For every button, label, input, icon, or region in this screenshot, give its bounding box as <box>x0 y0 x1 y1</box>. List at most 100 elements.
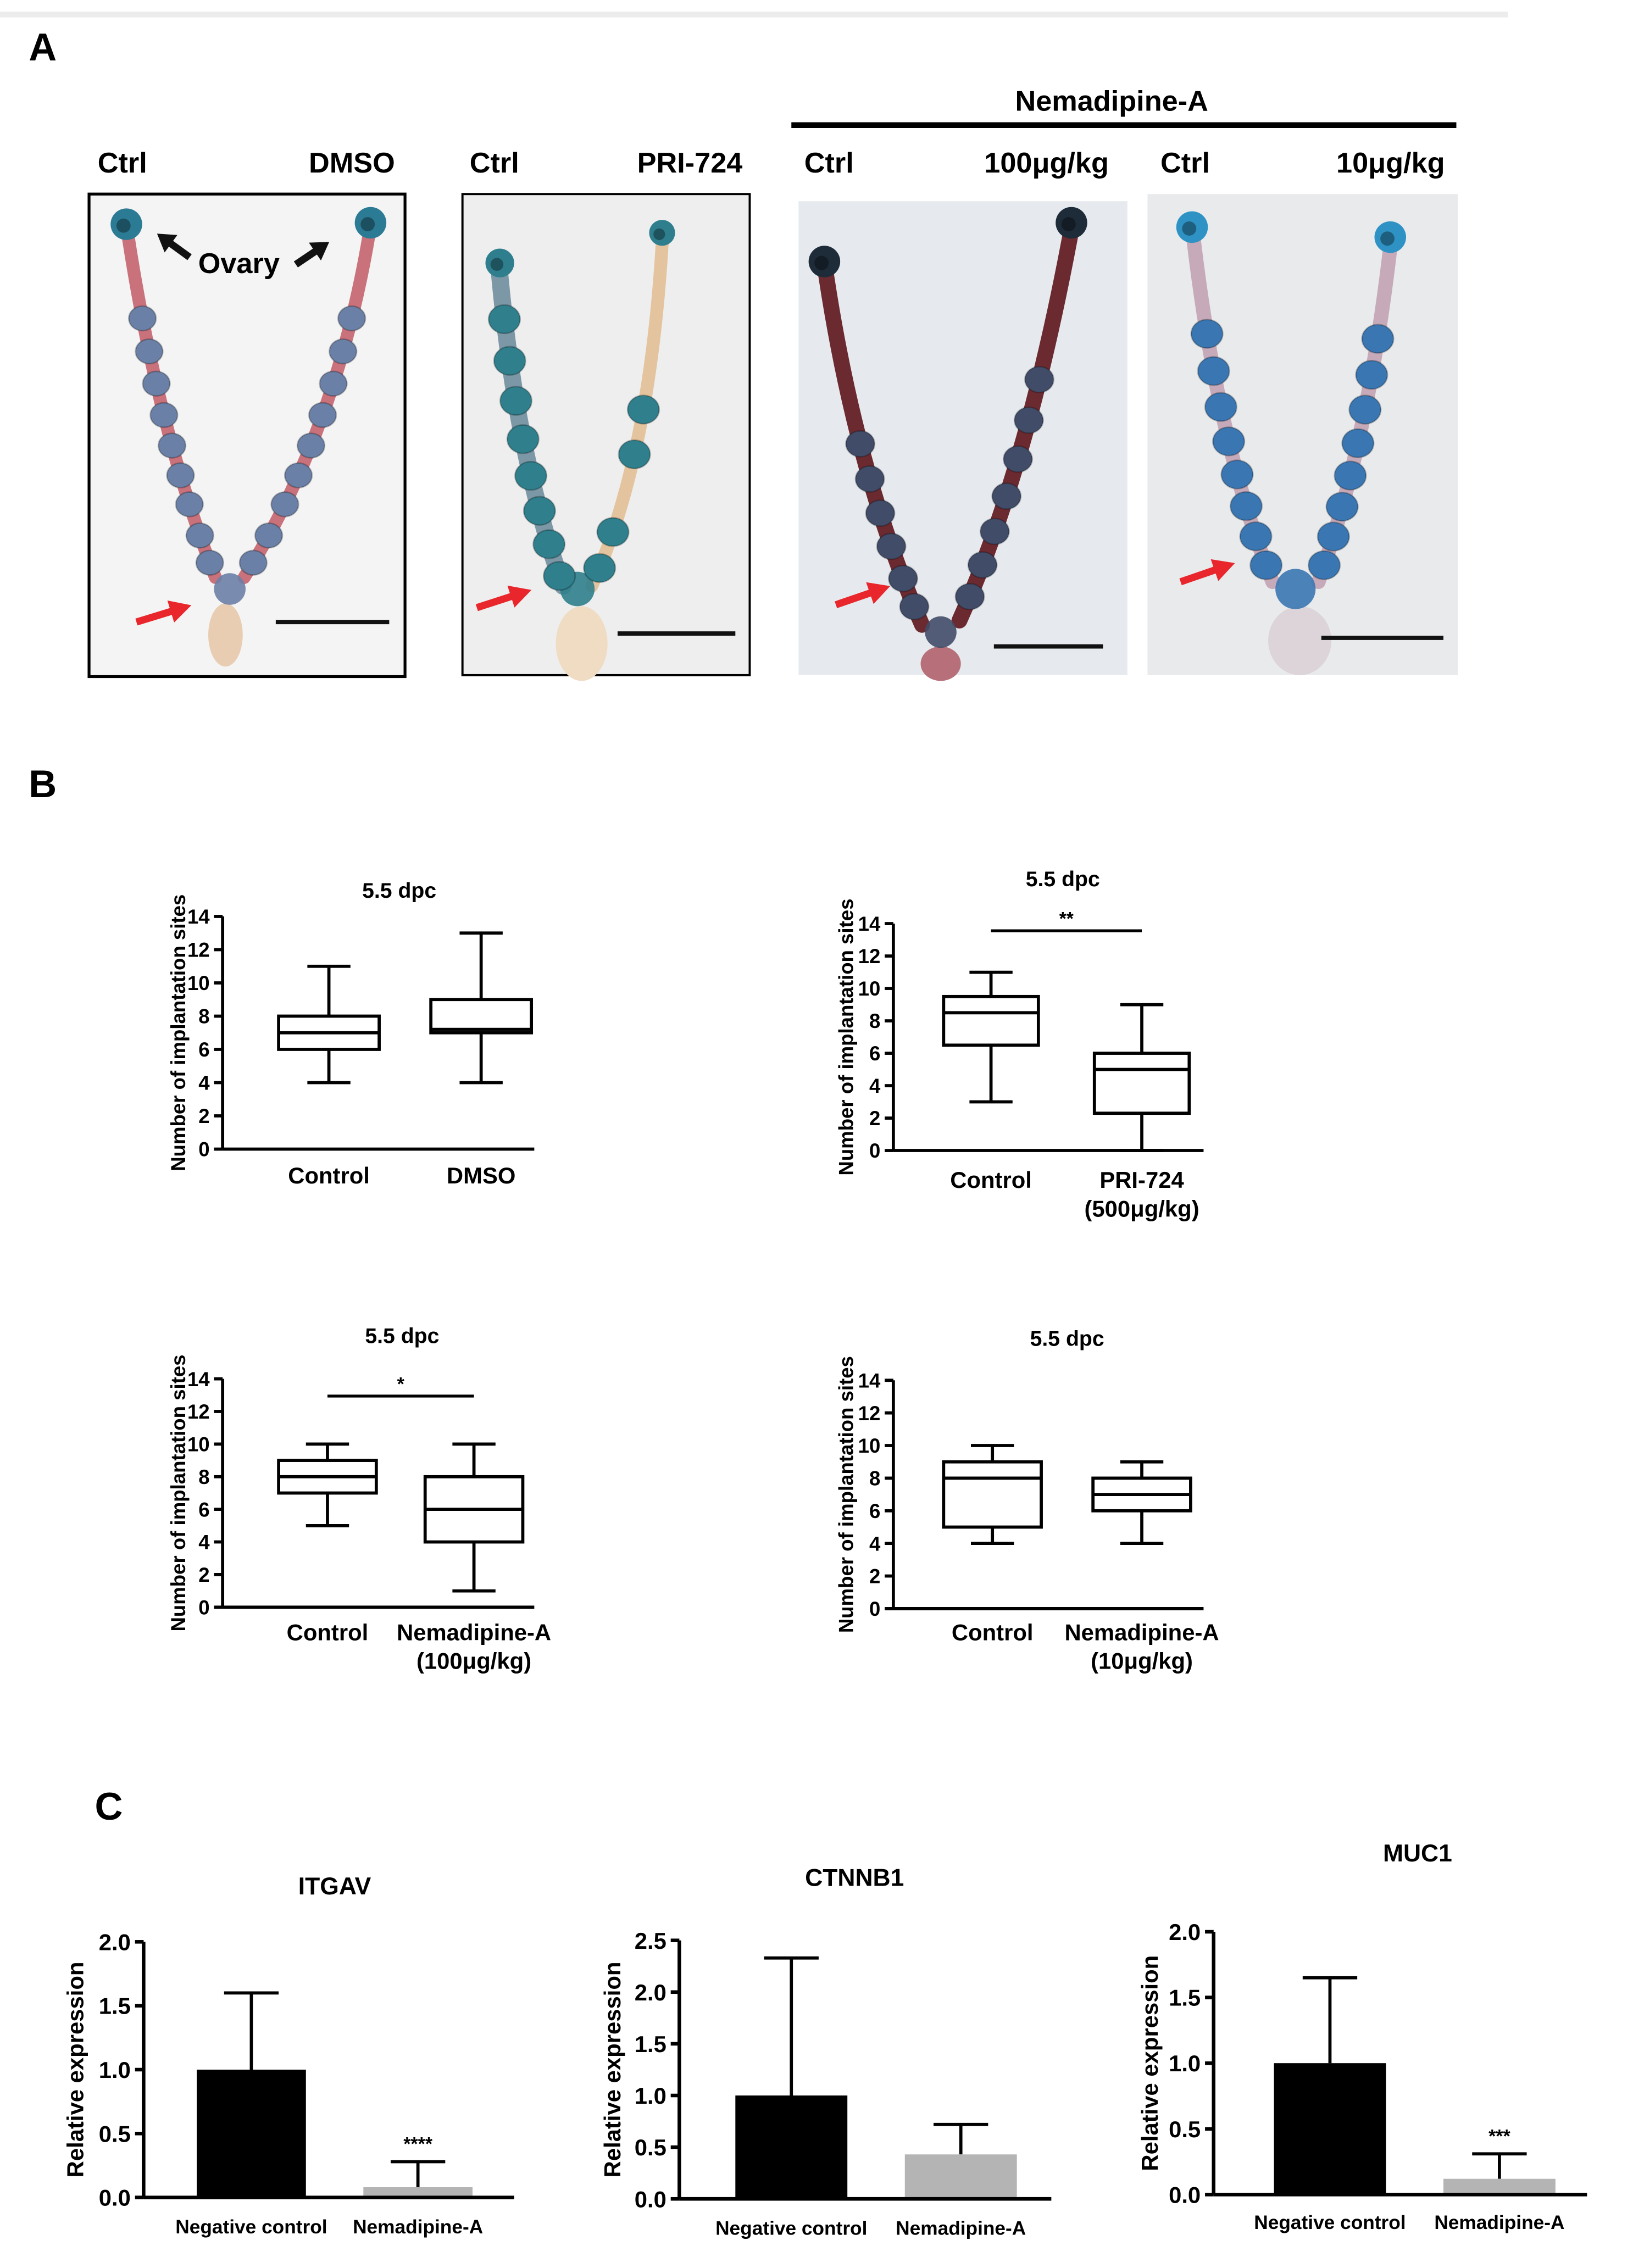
implantation-site <box>1307 550 1341 580</box>
uterus-specimen <box>1176 211 1407 675</box>
implantation-site <box>142 370 171 397</box>
y-tick-label: 2 <box>869 1107 880 1130</box>
y-tick-label: 2 <box>198 1105 209 1127</box>
y-tick-label: 12 <box>858 945 881 968</box>
x-category-dose-label: (100μg/kg) <box>416 1648 531 1674</box>
photo-frame <box>87 192 407 679</box>
implantation-site <box>1229 491 1263 521</box>
ovary <box>485 248 514 277</box>
implantation-site <box>854 465 885 493</box>
implantation-site <box>1197 356 1230 386</box>
significance-label: *** <box>1488 2126 1510 2147</box>
ovary <box>1056 207 1087 239</box>
y-tick-label: 8 <box>198 1466 209 1488</box>
y-tick-label: 12 <box>187 939 210 961</box>
cervix <box>556 606 608 681</box>
x-category-label: Negative control <box>715 2218 867 2239</box>
box-iqr <box>1092 1052 1191 1115</box>
implantation-site <box>523 496 556 526</box>
uterus-photo-nemadipine-100: Ctrl 100μg/kg <box>798 147 1127 681</box>
y-axis-label: Relative expression <box>63 1962 88 2178</box>
y-tick-label: 0.5 <box>1169 2116 1201 2142</box>
ovary-texture <box>360 217 375 232</box>
implantation-site <box>1348 394 1382 425</box>
implantation-site <box>1239 521 1273 552</box>
y-tick-label: 14 <box>858 913 881 935</box>
panel-label-b: B <box>29 762 57 805</box>
uterus-specimen <box>110 207 387 667</box>
implantation-site <box>1024 365 1054 393</box>
implantation-site <box>532 529 566 559</box>
implantation-site <box>596 517 630 547</box>
y-tick-label: 10 <box>187 1433 210 1456</box>
x-category-label: Nemadipine-A <box>397 1619 551 1645</box>
uterine-junction <box>214 573 246 605</box>
bar <box>197 2069 306 2198</box>
chart-title: 5.5 dpc <box>362 879 436 903</box>
implantation-site <box>270 491 299 518</box>
implantation-site <box>254 522 284 549</box>
y-axis-label: Relative expression <box>1137 1955 1163 2171</box>
implantation-site <box>499 386 533 416</box>
y-axis-label: Number of implantation sites <box>167 1354 190 1631</box>
x-category-label: Control <box>950 1167 1032 1193</box>
y-tick-label: 6 <box>198 1038 209 1061</box>
ovary <box>1374 221 1407 253</box>
y-tick-label: 10 <box>858 1435 881 1457</box>
ovary-texture <box>490 258 504 271</box>
implantation-site <box>1249 550 1283 580</box>
y-tick-label: 0 <box>198 1596 209 1619</box>
y-tick-label: 1.0 <box>99 2057 131 2083</box>
uterine-junction <box>925 616 957 648</box>
ovary-texture <box>653 228 665 240</box>
x-category-label: Negative control <box>1254 2212 1406 2233</box>
nemadipine-group-label: Nemadipine-A <box>1015 86 1208 118</box>
ovary <box>110 208 142 240</box>
y-tick-label: 14 <box>187 905 210 928</box>
y-tick-label: 0.0 <box>635 2186 666 2212</box>
implantation-site <box>979 518 1010 546</box>
implantation-site <box>1190 319 1224 349</box>
box-plot-control-vs-pri-724: 5.5 dpc Number of implantation sites 0 2 4 6 8… <box>835 868 1204 1221</box>
arrow-icon <box>157 234 192 260</box>
cervix <box>208 603 243 667</box>
y-tick-label: 6 <box>198 1498 209 1521</box>
y-tick-label: 0 <box>869 1139 880 1162</box>
y-tick-label: 4 <box>198 1531 210 1554</box>
y-tick-label: 2 <box>869 1565 880 1588</box>
implantation-site <box>329 338 358 365</box>
implantation-site <box>888 565 918 592</box>
implantation-site <box>175 491 204 518</box>
photo-label-treatment: DMSO <box>309 147 395 179</box>
y-tick-label: 0 <box>869 1598 880 1620</box>
implantation-site <box>954 582 985 610</box>
x-category-label: Negative control <box>175 2216 327 2238</box>
y-tick-label: 2.0 <box>1169 1919 1201 1945</box>
implantation-site <box>583 553 616 583</box>
panel-label-a: A <box>29 25 57 69</box>
box-plot-control-vs-dmso: 5.5 dpc Number of implantation sites 0 2 4 6 8… <box>167 879 535 1188</box>
y-axis-label: Relative expression <box>599 1962 625 2178</box>
ovary <box>808 246 841 277</box>
box-iqr <box>942 1460 1043 1529</box>
x-category-dose-label: (500μg/kg) <box>1084 1196 1199 1221</box>
red-arrow-icon <box>135 601 192 626</box>
chart-title: ITGAV <box>298 1873 371 1900</box>
y-tick-label: 2.0 <box>99 1929 131 1955</box>
implantation-site <box>865 499 896 527</box>
implantation-site <box>1325 492 1359 522</box>
implantation-site <box>1204 392 1237 422</box>
uterine-horn <box>585 237 669 593</box>
implantation-site <box>626 394 660 425</box>
implantation-site <box>319 370 348 397</box>
y-tick-label: 0 <box>198 1138 209 1161</box>
bar-chart-ctnnb1: CTNNB1 Relative expression 0.0 0.5 1.0 1.5 2.0… <box>599 1864 1052 2239</box>
box-plot-control-vs-nemadipine-10: 5.5 dpc Number of implantation sites 0 2 4 6 8… <box>835 1327 1219 1674</box>
y-tick-label: 12 <box>858 1402 881 1425</box>
y-tick-label: 8 <box>869 1467 880 1490</box>
implantation-site <box>1361 324 1395 354</box>
implantation-site <box>128 305 157 332</box>
x-category-label: Nemadipine-A <box>353 2216 483 2238</box>
y-axis-label: Number of implantation sites <box>835 1356 858 1633</box>
